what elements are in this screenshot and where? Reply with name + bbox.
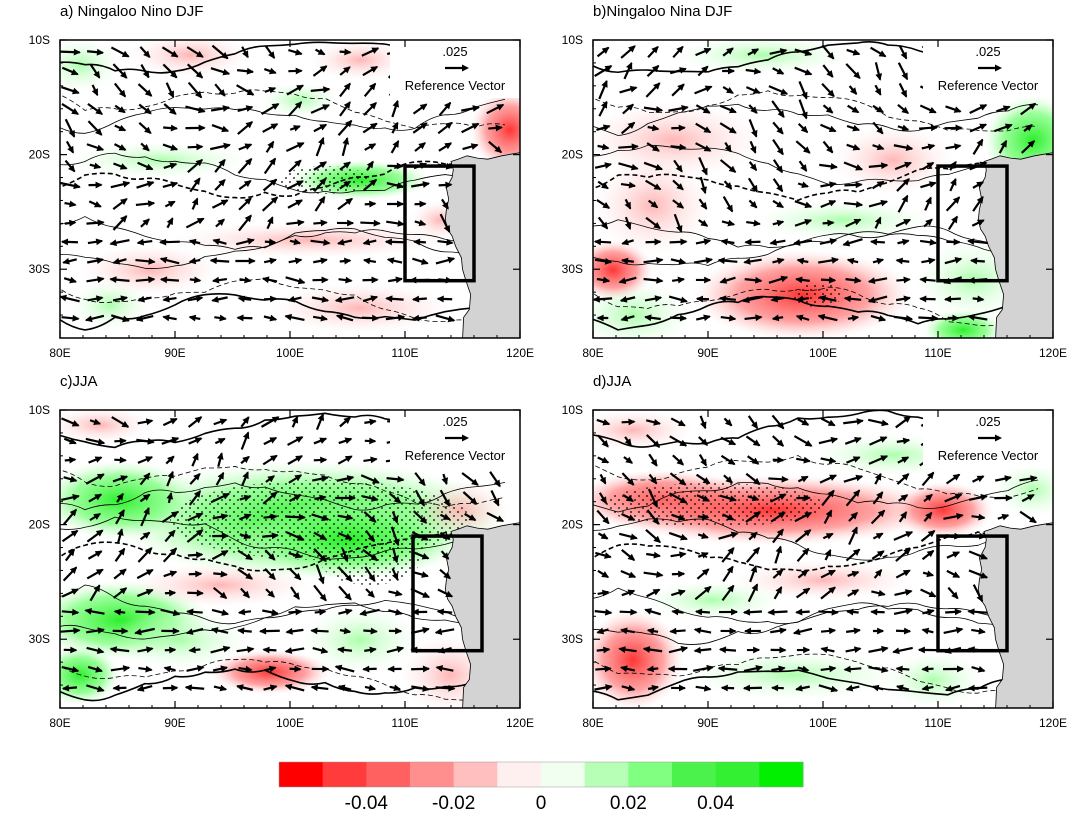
- colorbar-swatch: [497, 762, 541, 787]
- reference-vector-value: .025: [442, 44, 467, 59]
- colorbar-swatch: [454, 762, 498, 787]
- reference-vector-label: Reference Vector: [938, 78, 1039, 93]
- shaded-region: [300, 605, 420, 675]
- y-tick-label: 10S: [29, 33, 50, 47]
- x-tick-label: 90E: [164, 716, 185, 730]
- colorbar-swatch: [541, 762, 585, 787]
- x-tick-label: 90E: [697, 346, 718, 360]
- y-tick-label: 10S: [562, 33, 583, 47]
- x-tick-label: 110E: [391, 716, 418, 730]
- y-tick-label: 20S: [562, 518, 583, 532]
- y-tick-label: 30S: [562, 262, 583, 276]
- panel-b: b)Ningaloo Nina DJF .025 Reference Vector 8…: [562, 3, 1083, 360]
- x-tick-label: 80E: [582, 716, 603, 730]
- map-area: .025 Reference Vector 80E 90E 100E 110E 120E 10…: [29, 403, 534, 730]
- x-tick-label: 120E: [506, 716, 534, 730]
- reference-vector-value: .025: [975, 414, 1000, 429]
- y-tick-label: 10S: [562, 403, 583, 417]
- reference-vector-value: .025: [442, 414, 467, 429]
- map-area: .025 Reference Vector 80E 90E 100E 110E 120E 10…: [562, 403, 1073, 730]
- reference-vector-box: .025 Reference Vector: [923, 410, 1053, 468]
- panel-title: a) Ningaloo Nino DJF: [60, 3, 203, 20]
- colorbar-label: 0.02: [610, 793, 647, 814]
- colorbar-label: 0: [536, 793, 547, 814]
- colorbar-swatch: [366, 762, 410, 787]
- colorbar-swatch: [672, 762, 716, 787]
- map-area: .025 Reference Vector 80E 90E 100E 110E 120E 10…: [29, 33, 550, 360]
- y-tick-label: 20S: [562, 148, 583, 162]
- x-tick-label: 80E: [49, 346, 70, 360]
- x-tick-label: 100E: [809, 346, 837, 360]
- reference-vector-value: .025: [975, 44, 1000, 59]
- x-tick-label: 90E: [164, 346, 185, 360]
- shaded-region: [643, 580, 783, 620]
- x-tick-label: 90E: [697, 716, 718, 730]
- x-tick-label: 110E: [924, 716, 951, 730]
- colorbar-label: -0.02: [432, 793, 475, 814]
- reference-vector-label: Reference Vector: [938, 448, 1039, 463]
- panel-a: a) Ningaloo Nino DJF .025 Reference Vector…: [29, 3, 550, 360]
- shaded-region: [683, 650, 903, 700]
- x-tick-label: 80E: [582, 346, 603, 360]
- y-tick-label: 30S: [562, 632, 583, 646]
- panel-c: c)JJA .025 Reference Vector 80E 90E 100E 110E 1…: [29, 373, 534, 730]
- colorbar-swatch: [628, 762, 672, 787]
- shaded-region: [270, 283, 450, 333]
- colorbar-label: 0.04: [697, 793, 734, 814]
- shaded-region: [883, 652, 983, 708]
- colorbar-swatch: [323, 762, 367, 787]
- colorbar-swatch: [279, 762, 323, 787]
- shaded-region: [110, 610, 250, 670]
- reference-vector-label: Reference Vector: [405, 78, 506, 93]
- stippled-significance: [793, 283, 843, 307]
- shaded-region: [893, 482, 993, 538]
- x-tick-label: 100E: [809, 716, 837, 730]
- x-tick-label: 100E: [276, 346, 304, 360]
- reference-vector-box: .025 Reference Vector: [390, 40, 520, 98]
- y-tick-label: 20S: [29, 148, 50, 162]
- shaded-region: [70, 280, 150, 330]
- colorbar-swatch: [759, 762, 803, 787]
- x-tick-label: 80E: [49, 716, 70, 730]
- x-tick-label: 120E: [1039, 716, 1067, 730]
- shaded-region: [993, 462, 1073, 518]
- panel-title: b)Ningaloo Nina DJF: [593, 3, 732, 20]
- panel-d: d)JJA .025 Reference Vector 80E 90E 100E 110E 1…: [562, 373, 1073, 730]
- shaded-region: [583, 610, 683, 710]
- y-tick-label: 20S: [29, 518, 50, 532]
- shaded-region: [40, 37, 120, 93]
- stippled-significance: [603, 483, 823, 527]
- panel-title: c)JJA: [60, 373, 98, 390]
- colorbar-swatch: [716, 762, 760, 787]
- panel-title: d)JJA: [593, 373, 631, 390]
- colorbar: -0.04 -0.02 0 0.02 0.04: [279, 762, 804, 814]
- x-tick-label: 100E: [276, 716, 304, 730]
- x-tick-label: 110E: [391, 346, 418, 360]
- shaded-region: [923, 310, 1003, 350]
- y-tick-label: 30S: [29, 262, 50, 276]
- map-area: .025 Reference Vector 80E 90E 100E 110E 120E 10…: [562, 33, 1083, 360]
- x-tick-label: 120E: [1039, 346, 1067, 360]
- x-tick-label: 110E: [924, 346, 951, 360]
- y-tick-label: 10S: [29, 403, 50, 417]
- shaded-region: [573, 240, 653, 300]
- reference-vector-label: Reference Vector: [405, 448, 506, 463]
- y-tick-label: 30S: [29, 632, 50, 646]
- colorbar-swatch: [410, 762, 454, 787]
- reference-vector-box: .025 Reference Vector: [390, 410, 520, 468]
- shaded-region: [573, 410, 693, 450]
- colorbar-label: -0.04: [345, 793, 389, 814]
- x-tick-label: 120E: [506, 346, 534, 360]
- reference-vector-box: .025 Reference Vector: [923, 40, 1053, 98]
- colorbar-swatch: [585, 762, 629, 787]
